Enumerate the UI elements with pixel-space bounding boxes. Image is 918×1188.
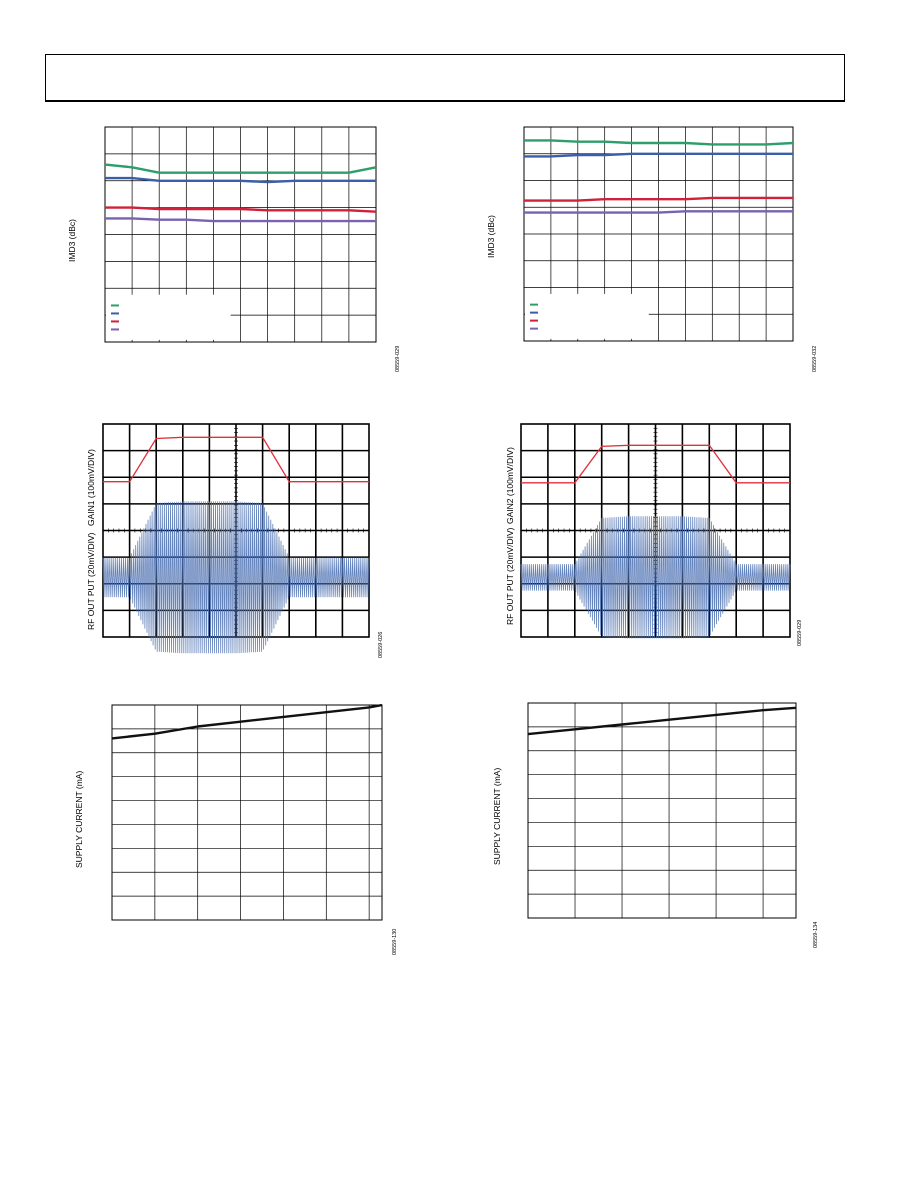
imd-right-series-3 <box>524 210 793 214</box>
scope-right-ylabel-top: GAIN2 (100mV/DIV) <box>505 447 515 524</box>
supply-right-frame <box>527 702 797 919</box>
scope-right-rf-output-trace <box>520 516 791 639</box>
scope-left-gain-trace <box>103 436 369 483</box>
imd-left-series-0 <box>104 163 377 174</box>
imd-left-figure-id: 08559-029 <box>395 345 401 372</box>
imd-left-ylabel: IMD3 (dBc) <box>67 219 77 262</box>
supply-left-frame <box>111 704 383 921</box>
supply-right-figure-id: 08559-134 <box>813 921 819 948</box>
imd-right-figure-id: 08559-032 <box>812 345 818 372</box>
scope-left-figure-id: 08559-026 <box>378 631 384 658</box>
scope-right-figure-id: 08559-029 <box>797 619 803 646</box>
supply-right-series-0 <box>527 706 797 736</box>
imd-left-series-3 <box>105 217 376 223</box>
imd-left-series-2 <box>105 206 377 213</box>
scope-right-gain-trace <box>521 444 790 484</box>
scope-right-ylabel-bottom: RF OUT PUT (20mV/DIV) <box>505 527 515 625</box>
page-header-frame <box>45 54 845 102</box>
imd-right-series-1 <box>524 152 793 158</box>
imd-right-legend-box <box>525 293 649 339</box>
supply-left-figure-id: 08559-130 <box>392 928 398 955</box>
imd-right-ylabel: IMD3 (dBc) <box>486 215 496 258</box>
imd-right-series-0 <box>524 139 794 146</box>
imd-right-series-2 <box>524 196 793 202</box>
scope-left-ylabel-top: GAIN1 (100mV/DIV) <box>86 449 96 526</box>
scope-left-rf-output-trace <box>102 501 370 654</box>
scope-left-ylabel-bottom: RF OUT PUT (20mV/DIV) <box>86 532 96 630</box>
imd-left-legend-box <box>106 294 231 340</box>
supply-left-series-0 <box>111 703 383 740</box>
imd-left-series-1 <box>105 176 376 184</box>
supply-right-ylabel: SUPPLY CURRENT (mA) <box>492 767 502 865</box>
supply-left-ylabel: SUPPLY CURRENT (mA) <box>74 770 84 868</box>
